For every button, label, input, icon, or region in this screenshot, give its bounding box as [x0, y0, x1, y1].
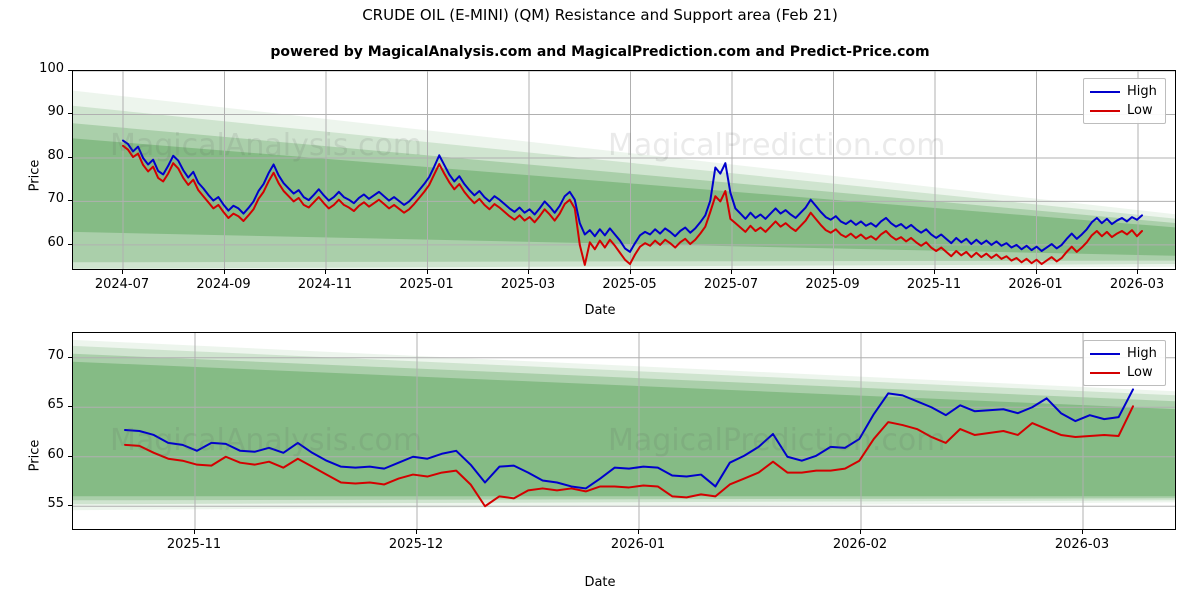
- series-line-low: [124, 405, 1134, 508]
- x-tick-label: 2025-09: [805, 277, 860, 292]
- x-tick-mark: [122, 270, 123, 274]
- x-tick-label: 2025-05: [602, 277, 657, 292]
- y-tick-mark: [68, 505, 72, 507]
- x-tick-label: 2026-03: [1054, 537, 1110, 552]
- y-tick-label: 60: [47, 234, 64, 250]
- x-tick-mark: [934, 270, 935, 274]
- x-tick-mark: [1082, 530, 1083, 534]
- lower-legend-item-low: Low: [1090, 365, 1157, 380]
- x-tick-mark: [832, 270, 834, 274]
- lower-plot-svg: [73, 333, 1175, 529]
- y-tick-mark: [68, 455, 72, 457]
- lower-x-axis-label: Date: [584, 575, 616, 590]
- band-mid: [73, 105, 1175, 269]
- x-tick-label: 2024-11: [297, 277, 353, 292]
- page-title: CRUDE OIL (E-MINI) (QM) Resistance and S…: [362, 6, 838, 24]
- upper-legend-label-high: High: [1127, 84, 1157, 99]
- x-tick-label: 2026-02: [832, 537, 888, 552]
- x-tick-label: 2025-07: [703, 277, 759, 292]
- x-tick-mark: [1035, 270, 1037, 274]
- y-tick-mark: [68, 406, 72, 408]
- upper-x-axis-label: Date: [584, 303, 616, 318]
- band-core: [73, 138, 1175, 256]
- series-line-low: [122, 144, 1143, 266]
- x-tick-mark: [638, 530, 639, 534]
- band-mid: [73, 345, 1175, 505]
- upper-legend-swatch-low: [1090, 109, 1120, 112]
- y-tick-label: 70: [47, 347, 64, 363]
- x-tick-label: 2025-03: [500, 277, 556, 292]
- x-tick-mark: [1137, 270, 1138, 274]
- x-tick-label: 2025-11: [906, 277, 962, 292]
- band-inner: [73, 353, 1175, 501]
- lower-chart-panel: Price 55 60 65 70 2025-11 2025-12 2026-01 2026…: [0, 310, 1200, 600]
- lower-legend-label-high: High: [1127, 346, 1157, 361]
- x-tick-label: 2026-01: [610, 537, 666, 552]
- x-tick-mark: [528, 270, 529, 274]
- lower-legend-swatch-low: [1090, 371, 1120, 374]
- upper-plot-svg: [73, 71, 1175, 269]
- upper-legend-item-high: High: [1090, 84, 1157, 99]
- lower-legend-label-low: Low: [1127, 365, 1153, 380]
- x-tick-mark: [416, 530, 417, 534]
- page-subtitle: powered by MagicalAnalysis.com and Magic…: [270, 44, 930, 60]
- series-line-high: [124, 388, 1134, 490]
- x-tick-label: 2025-12: [388, 537, 444, 552]
- x-tick-label: 2025-01: [399, 277, 454, 292]
- lower-legend-swatch-high: [1090, 352, 1120, 355]
- upper-legend-swatch-high: [1090, 90, 1120, 93]
- y-tick-mark: [68, 356, 72, 358]
- x-tick-mark: [426, 270, 428, 274]
- y-tick-label: 70: [47, 191, 64, 207]
- x-tick-mark: [629, 270, 631, 274]
- y-tick-mark: [68, 113, 72, 115]
- x-tick-label: 2026-01: [1008, 277, 1063, 292]
- upper-chart-panel: Price 60 70 80 90 100 2024-07 2024-09 2024-11 2…: [28, 61, 1176, 318]
- y-tick-mark: [68, 156, 72, 158]
- upper-legend-label-low: Low: [1127, 103, 1153, 118]
- upper-legend-item-low: Low: [1090, 103, 1157, 118]
- lower-legend-item-high: High: [1090, 346, 1157, 361]
- x-tick-mark: [194, 530, 195, 534]
- x-tick-mark: [731, 270, 732, 274]
- x-tick-label: 2024-09: [196, 277, 251, 292]
- y-tick-label: 60: [47, 446, 64, 462]
- x-tick-mark: [860, 530, 861, 534]
- x-tick-label: 2026-03: [1109, 277, 1165, 292]
- upper-legend: High Low: [1083, 78, 1166, 124]
- y-tick-label: 100: [39, 61, 64, 76]
- y-tick-mark: [68, 243, 72, 245]
- lower-legend: High Low: [1083, 340, 1166, 386]
- x-tick-label: 2024-07: [94, 277, 150, 292]
- x-tick-mark: [325, 270, 326, 274]
- x-tick-mark: [223, 270, 225, 274]
- y-tick-mark: [68, 200, 72, 202]
- upper-plot-area: [72, 70, 1176, 270]
- lower-plot-area: [72, 332, 1176, 530]
- y-tick-label: 55: [47, 496, 64, 512]
- y-tick-label: 90: [47, 104, 64, 120]
- band-core: [73, 361, 1175, 497]
- x-tick-label: 2025-11: [166, 537, 222, 552]
- y-tick-mark: [68, 70, 72, 71]
- y-tick-label: 65: [47, 397, 64, 413]
- y-tick-label: 80: [47, 147, 64, 163]
- series-line-high: [122, 139, 1143, 253]
